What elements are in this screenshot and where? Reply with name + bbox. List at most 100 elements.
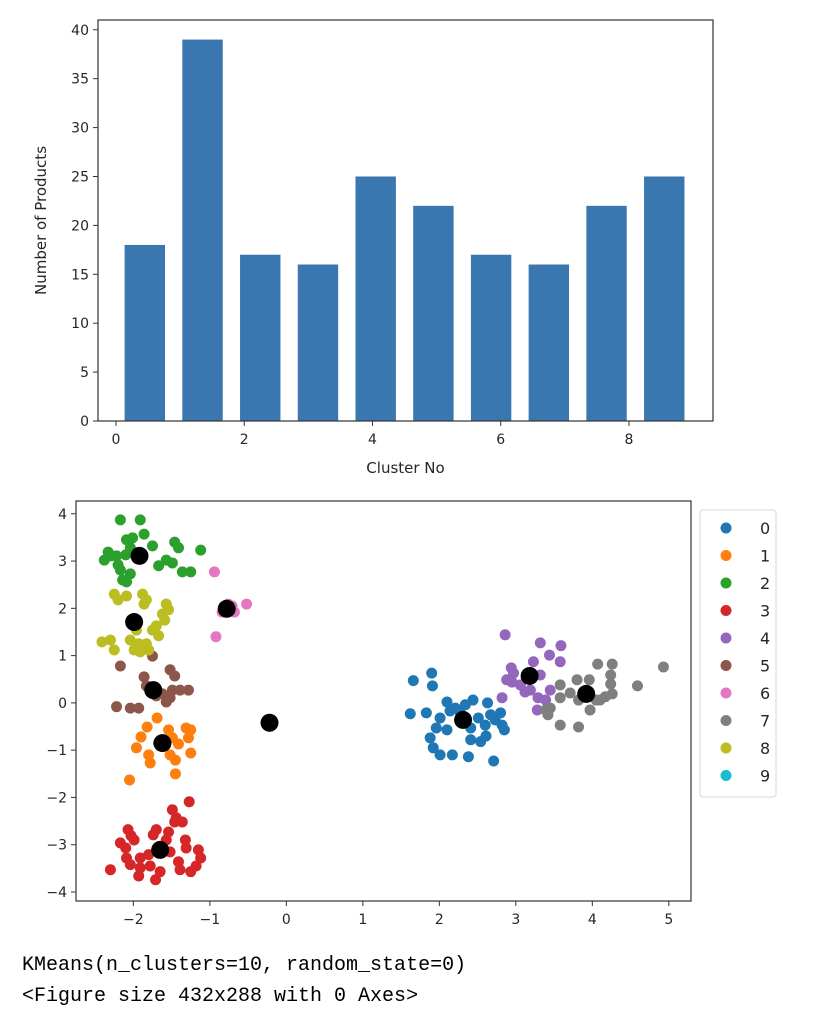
histogram-bar-4 [355, 176, 396, 421]
scatter-point [472, 712, 484, 724]
scatter-point [144, 860, 156, 872]
legend-marker [720, 687, 732, 699]
scatter-point [124, 859, 136, 871]
scatter-point [108, 644, 120, 656]
legend-item-0: 0 [720, 519, 770, 538]
scatter-point [112, 594, 124, 606]
scatter-point [127, 532, 139, 544]
scatter-point [554, 719, 566, 731]
kmeans-scatter-chart: −2 −1 0 1 2 3 4 5 −4 −3 −2 −1 0 1 2 3 4 0 1 2 3 4 5 6 7 8 9 [46, 500, 777, 928]
centroid-9 [260, 713, 279, 732]
scatter-point [210, 631, 222, 643]
scatter-point [138, 528, 150, 540]
x-tick-label: 3 [511, 912, 520, 928]
y-tick-label: 5 [80, 365, 89, 381]
scatter-points [96, 514, 669, 886]
scatter-point [404, 708, 416, 720]
y-tick-label: −4 [46, 885, 67, 901]
x-tick-label: 5 [664, 912, 673, 928]
scatter-point [141, 721, 153, 733]
scatter-point [174, 864, 186, 876]
scatter-point [185, 747, 197, 759]
scatter-point [479, 719, 491, 731]
scatter-point [173, 542, 184, 554]
scatter-point [482, 697, 494, 709]
scatter-point [508, 667, 520, 679]
scatter-point [420, 707, 432, 719]
legend-item-1: 1 [720, 547, 770, 566]
y-tick-label: −3 [46, 838, 67, 854]
scatter-point [169, 816, 181, 828]
scatter-point [465, 734, 477, 746]
scatter-point [185, 566, 197, 578]
scatter-point [208, 566, 220, 578]
y-tick-label: 15 [71, 267, 89, 283]
scatter-point [531, 704, 543, 716]
legend-label: 4 [760, 629, 770, 648]
scatter-point [134, 514, 146, 526]
scatter-point [182, 732, 194, 744]
histogram-x-axis-label: Cluster No [366, 459, 444, 477]
scatter-point [540, 704, 552, 716]
histogram-bar-7 [528, 264, 570, 421]
histogram-bar-9 [644, 176, 685, 421]
scatter-point [174, 684, 186, 696]
legend-label: 1 [760, 547, 770, 566]
scatter-point [564, 687, 576, 699]
scatter-point [96, 636, 108, 648]
x-tick-label: 2 [435, 912, 444, 928]
scatter-point [159, 614, 171, 626]
cluster-centroids [125, 546, 596, 859]
histogram-bar-8 [586, 205, 627, 421]
scatter-point [120, 842, 132, 854]
y-tick-label: 4 [58, 507, 67, 523]
scatter-legend: 0 1 2 3 4 5 6 7 8 9 [699, 509, 777, 798]
scatter-point [441, 724, 453, 736]
scatter-point [571, 674, 583, 686]
scatter-point [111, 701, 123, 713]
centroid-6 [217, 599, 236, 618]
scatter-point [154, 866, 166, 878]
scatter-point [657, 661, 669, 673]
histogram-y-ticks: 0 5 10 15 20 25 30 35 40 [71, 23, 98, 430]
legend-marker [720, 577, 732, 589]
scatter-point [153, 560, 165, 572]
x-tick-label: 1 [358, 912, 367, 928]
x-tick-label: −2 [123, 912, 144, 928]
legend-item-2: 2 [720, 574, 770, 593]
scatter-point [599, 691, 611, 703]
scatter-point [182, 684, 194, 696]
scatter-point [519, 686, 531, 698]
legend-marker [720, 660, 732, 671]
scatter-point [150, 620, 162, 632]
legend-item-3: 3 [720, 602, 770, 621]
x-tick-label: 0 [111, 432, 120, 448]
scatter-point [147, 829, 159, 841]
scatter-point [506, 676, 518, 688]
cluster-2-points [98, 514, 207, 588]
x-tick-label: −1 [200, 912, 221, 928]
scatter-point [544, 684, 556, 696]
centroid-8 [125, 613, 144, 632]
y-tick-label: −1 [46, 743, 67, 759]
centroid-3 [151, 840, 170, 859]
legend-box [699, 509, 777, 798]
scatter-point [573, 721, 585, 733]
scatter-point [176, 566, 188, 578]
histogram-bar-2 [240, 254, 281, 421]
legend-marker [720, 550, 732, 561]
scatter-point [153, 630, 165, 642]
scatter-point [164, 692, 176, 704]
legend-marker [720, 715, 732, 726]
scatter-point [104, 634, 116, 646]
scatter-point [130, 742, 142, 754]
scatter-point [105, 550, 117, 562]
x-tick-label: 6 [496, 432, 505, 448]
scatter-point [449, 702, 461, 714]
scatter-axes-frame [75, 500, 692, 902]
scatter-x-ticks: −2 −1 0 1 2 3 4 5 [123, 901, 673, 928]
legend-marker [720, 742, 732, 754]
scatter-point [496, 692, 508, 704]
scatter-point [176, 816, 188, 828]
scatter-point [179, 834, 191, 846]
